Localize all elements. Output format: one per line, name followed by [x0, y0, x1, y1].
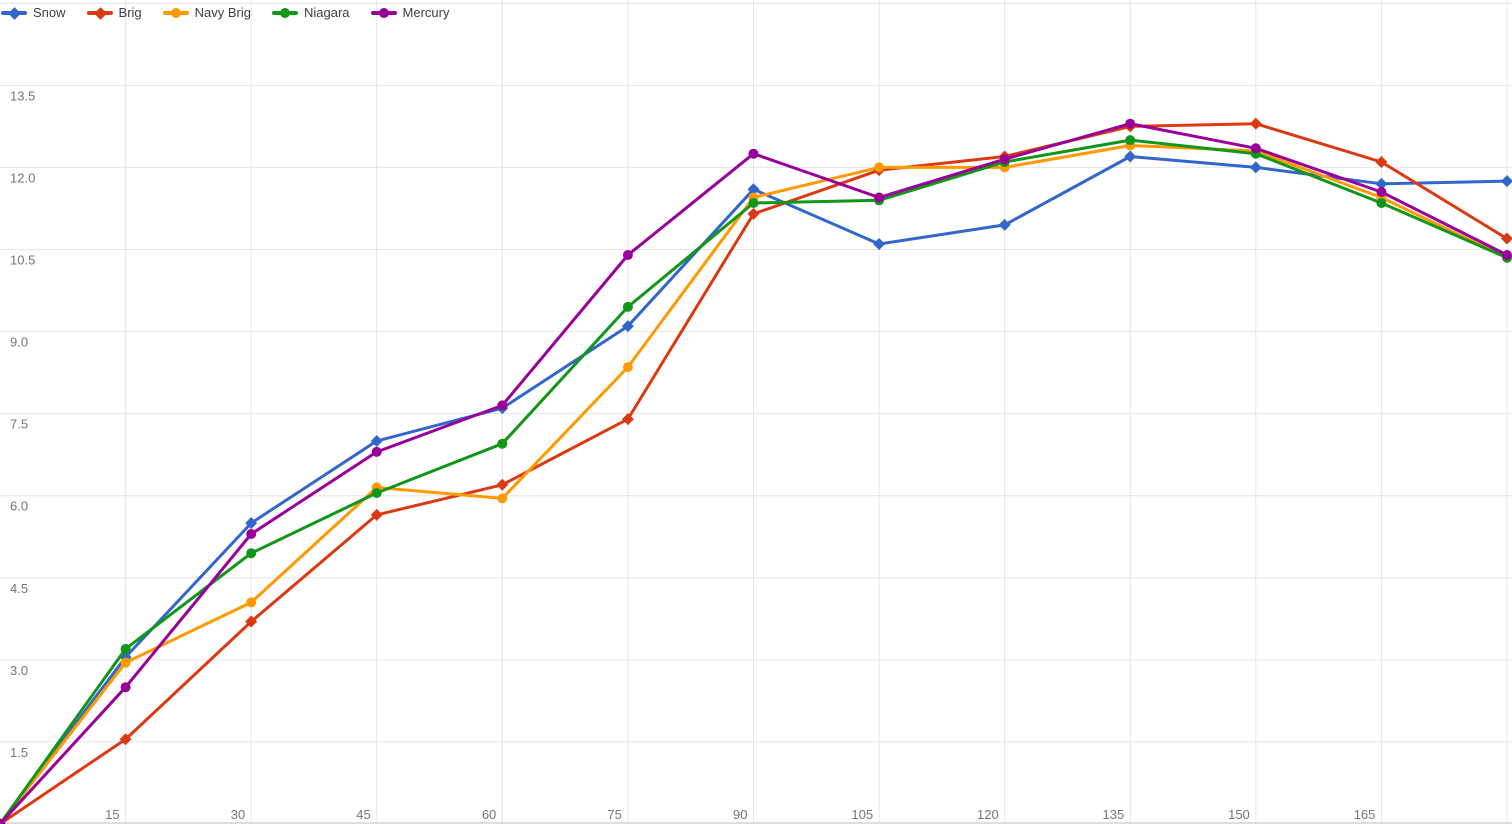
data-point[interactable]: [621, 413, 634, 426]
data-point[interactable]: [371, 488, 382, 498]
data-point[interactable]: [497, 493, 508, 504]
data-point[interactable]: [120, 682, 131, 693]
data-point[interactable]: [1375, 155, 1388, 168]
x-tick-label: 75: [607, 807, 621, 822]
data-point[interactable]: [245, 517, 258, 530]
data-point[interactable]: [496, 478, 509, 491]
data-point[interactable]: [1124, 150, 1137, 163]
series-niagara[interactable]: [0, 135, 1512, 824]
data-point[interactable]: [370, 434, 383, 447]
data-point[interactable]: [371, 446, 382, 457]
legend-label: Brig: [118, 5, 142, 20]
legend-diamond-icon: [1, 6, 27, 20]
y-tick-label: 3.0: [10, 663, 28, 678]
data-point[interactable]: [120, 657, 131, 668]
x-tick-label: 30: [231, 807, 245, 822]
series-snow[interactable]: [0, 150, 1512, 824]
data-point[interactable]: [748, 148, 759, 159]
data-point[interactable]: [1376, 198, 1387, 208]
data-point[interactable]: [0, 819, 5, 824]
y-axis-labels: 1.5 3.0 4.5 6.0 7.5 9.0 10.5 12.0 13.5: [10, 88, 35, 760]
x-tick-label: 120: [977, 807, 999, 822]
legend-item-snow[interactable]: Snow: [1, 6, 66, 20]
legend-diamond-icon: [86, 6, 113, 20]
data-point[interactable]: [497, 438, 508, 449]
y-tick-label: 12.0: [10, 170, 35, 185]
x-tick-label: 45: [356, 807, 370, 822]
x-tick-label: 165: [1354, 807, 1376, 822]
data-point[interactable]: [1375, 177, 1388, 190]
data-point[interactable]: [1249, 117, 1262, 130]
y-tick-label: 10.5: [10, 253, 35, 268]
data-point[interactable]: [622, 250, 633, 260]
data-point[interactable]: [874, 192, 885, 203]
data-point[interactable]: [999, 154, 1010, 165]
series-brig[interactable]: [0, 117, 1512, 824]
data-point[interactable]: [1500, 175, 1512, 188]
x-tick-label: 60: [482, 807, 496, 822]
data-point[interactable]: [748, 198, 759, 208]
series-mercury[interactable]: [0, 118, 1512, 824]
data-point[interactable]: [622, 301, 633, 312]
legend-circle-icon: [272, 6, 299, 20]
x-tick-label: 90: [733, 807, 747, 822]
data-point[interactable]: [246, 597, 257, 608]
legend-item-navy-brig[interactable]: Navy Brig: [162, 5, 252, 20]
y-tick-label: 9.0: [10, 335, 28, 350]
x-tick-label: 15: [105, 807, 119, 822]
legend-item-niagara[interactable]: Niagara: [272, 6, 350, 20]
data-point[interactable]: [246, 529, 257, 539]
chart-legend: Snow Brig Navy Brig Niagara Mercury: [1, 6, 450, 20]
data-point[interactable]: [621, 320, 634, 333]
data-point[interactable]: [874, 162, 885, 173]
legend-item-mercury[interactable]: Mercury: [370, 5, 450, 20]
data-point[interactable]: [622, 362, 633, 373]
y-tick-label: 6.0: [10, 499, 28, 514]
data-point[interactable]: [998, 218, 1011, 231]
data-point[interactable]: [1125, 118, 1136, 129]
data-point[interactable]: [120, 643, 131, 654]
y-tick-label: 7.5: [10, 417, 28, 432]
legend-label: Navy Brig: [194, 5, 252, 20]
x-tick-label: 150: [1228, 807, 1250, 822]
x-tick-label: 135: [1102, 807, 1124, 822]
data-point[interactable]: [1250, 143, 1261, 154]
data-point[interactable]: [246, 548, 257, 559]
data-point[interactable]: [1502, 250, 1512, 260]
series-navy-brig[interactable]: [0, 140, 1512, 824]
legend-item-brig[interactable]: Brig: [86, 5, 142, 20]
legend-circle-icon: [162, 6, 189, 20]
legend-circle-icon: [370, 6, 397, 20]
data-point[interactable]: [1376, 187, 1387, 197]
x-tick-label: 105: [851, 807, 873, 822]
legend-label: Mercury: [402, 5, 450, 20]
data-point[interactable]: [370, 508, 383, 521]
data-point[interactable]: [119, 733, 132, 746]
data-point[interactable]: [497, 400, 508, 411]
y-tick-label: 4.5: [10, 581, 28, 596]
y-tick-label: 13.5: [10, 88, 35, 103]
data-point[interactable]: [747, 207, 760, 220]
data-point[interactable]: [873, 238, 886, 251]
data-point[interactable]: [747, 183, 760, 196]
data-point[interactable]: [1249, 161, 1262, 174]
y-tick-label: 1.5: [10, 745, 28, 760]
legend-label: Snow: [33, 5, 66, 20]
data-point[interactable]: [245, 615, 258, 628]
x-axis-labels: 15 30 45 60 75 90 105 120 135 150 165: [105, 807, 1375, 822]
legend-label: Niagara: [304, 5, 350, 20]
data-point[interactable]: [1500, 232, 1512, 245]
data-point[interactable]: [1125, 135, 1136, 146]
